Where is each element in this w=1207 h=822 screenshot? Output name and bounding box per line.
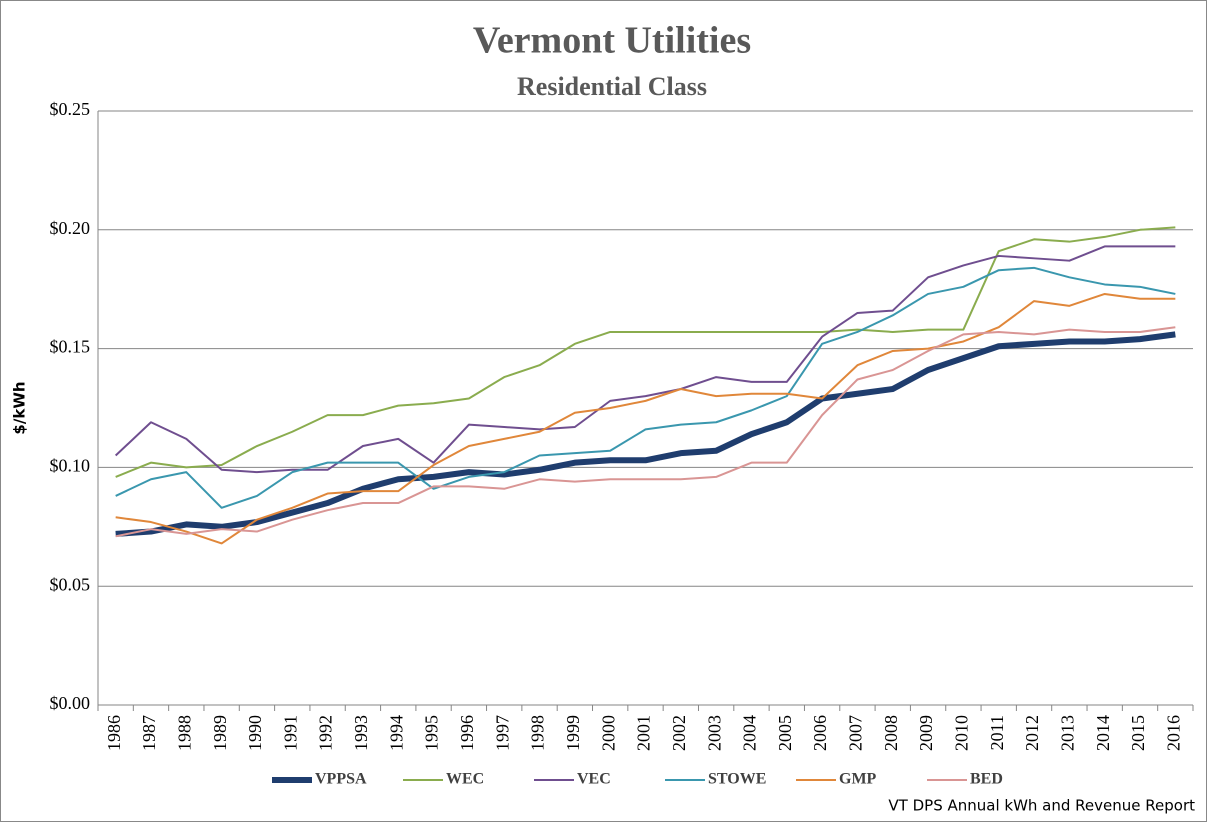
chart-title: Vermont Utilities	[473, 20, 751, 62]
x-tick-label: 2002	[669, 715, 689, 751]
x-tick-label: 2007	[846, 715, 866, 751]
x-tick-label: 1988	[174, 715, 194, 751]
x-tick-label: 1990	[245, 715, 265, 751]
x-tick-label: 2010	[952, 715, 972, 751]
y-tick-label: $0.20	[50, 218, 91, 238]
series-line	[115, 266, 1176, 509]
source-note: VT DPS Annual kWh and Revenue Report	[888, 797, 1195, 815]
x-tick-label: 2003	[704, 715, 724, 751]
legend-label: VPPSA	[315, 771, 367, 788]
legend-label: GMP	[839, 771, 877, 788]
series-line	[115, 331, 1176, 537]
chart-subtitle: Residential Class	[517, 72, 707, 101]
y-tick-label: $0.15	[50, 337, 91, 357]
x-tick-label: 2011	[987, 715, 1007, 750]
series-line	[115, 226, 1176, 478]
x-tick-label: 1998	[528, 715, 548, 751]
y-tick-label: $0.00	[50, 693, 91, 713]
x-tick-label: 2001	[634, 715, 654, 751]
x-tick-label: 1994	[386, 715, 406, 751]
x-tick-label: 1993	[351, 715, 371, 751]
x-tick-label: 1996	[457, 715, 477, 751]
x-tick-label: 2012	[1022, 715, 1042, 751]
y-tick-label: $0.05	[50, 574, 91, 594]
x-tick-label: 2006	[810, 715, 830, 751]
series-line	[115, 326, 1176, 538]
x-tick-label: 2013	[1057, 715, 1077, 751]
legend-label: BED	[970, 771, 1003, 788]
x-tick-label: 2015	[1128, 715, 1148, 751]
x-tick-label: 2014	[1093, 715, 1113, 751]
x-tick-label: 2008	[881, 715, 901, 751]
x-tick-label: 1997	[492, 715, 512, 751]
x-tick-label: 1991	[280, 715, 300, 751]
y-axis-label: $/kWh	[11, 381, 29, 434]
x-tick-label: 1987	[139, 715, 159, 751]
x-tick-label: 2000	[598, 715, 618, 751]
series-line	[115, 292, 1176, 545]
legend-label: STOWE	[708, 771, 766, 788]
x-tick-label: 2004	[740, 715, 760, 751]
y-tick-label: $0.25	[50, 99, 91, 119]
x-tick-label: 2009	[916, 715, 936, 751]
x-tick-label: 2016	[1163, 715, 1183, 751]
x-tick-label: 1989	[210, 715, 230, 751]
series-line	[114, 245, 1176, 474]
x-tick-label: 1992	[316, 715, 336, 751]
legend-label: WEC	[446, 771, 484, 788]
legend-label: VEC	[577, 771, 611, 788]
x-tick-label: 2005	[775, 715, 795, 751]
x-tick-label: 1999	[563, 715, 583, 751]
x-tick-label: 1986	[104, 715, 124, 751]
x-tick-label: 1995	[422, 715, 442, 751]
y-tick-label: $0.10	[50, 456, 91, 476]
